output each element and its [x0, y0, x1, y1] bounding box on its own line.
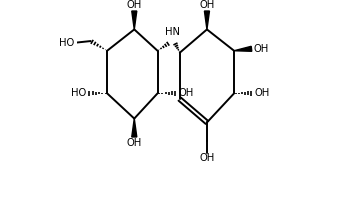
Text: OH: OH — [254, 88, 270, 98]
Text: OH: OH — [199, 0, 215, 10]
Polygon shape — [132, 119, 137, 137]
Text: OH: OH — [127, 138, 142, 148]
Polygon shape — [204, 11, 209, 30]
Text: OH: OH — [253, 44, 269, 54]
Polygon shape — [132, 11, 137, 30]
Text: HN: HN — [165, 27, 180, 37]
Text: OH: OH — [199, 153, 215, 163]
Polygon shape — [234, 46, 252, 51]
Text: HO: HO — [60, 38, 74, 48]
Text: HO: HO — [71, 88, 86, 98]
Text: OH: OH — [179, 88, 194, 98]
Text: OH: OH — [127, 0, 142, 10]
